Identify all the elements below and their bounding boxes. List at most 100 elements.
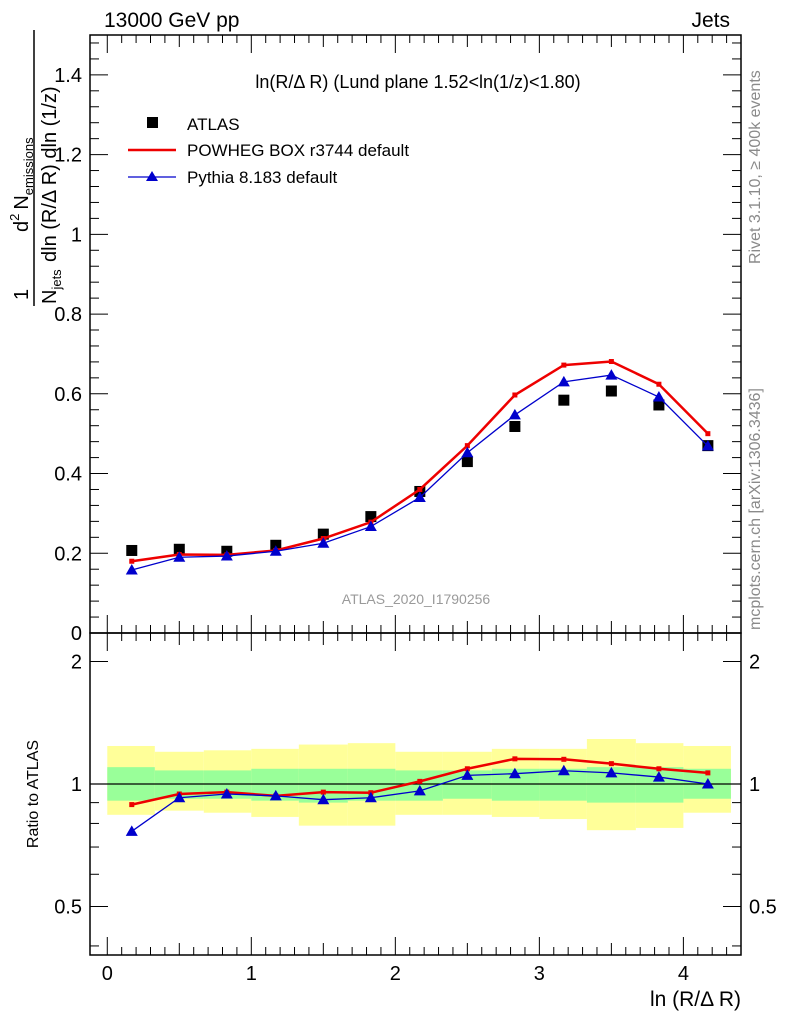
ratio-point-powheg-box-r3744-default bbox=[608, 761, 614, 767]
main-y-tick-label: 0.4 bbox=[54, 464, 82, 486]
ylabel-n: N bbox=[11, 195, 33, 209]
main-point-pythia-8-183-default bbox=[652, 390, 665, 402]
main-y-tick-label: 0.2 bbox=[54, 543, 82, 565]
ratio-point-powheg-box-r3744-default bbox=[129, 802, 135, 808]
ratio-point-pythia-8-183-default bbox=[652, 771, 665, 782]
main-point-atlas bbox=[605, 385, 617, 397]
main-point-atlas bbox=[126, 544, 138, 556]
ylabel-n-sub: emissions bbox=[21, 137, 36, 195]
main-point-powheg-box-r3744-default bbox=[464, 443, 470, 449]
main-x-ticks bbox=[106, 35, 728, 633]
ratio-y-tick-label: 2 bbox=[71, 652, 82, 674]
main-point-powheg-box-r3744-default bbox=[417, 486, 423, 492]
ylabel-denominator-sub: jets bbox=[49, 269, 64, 291]
ratio-y-axis-label: Ratio to ATLAS bbox=[25, 740, 42, 848]
main-point-powheg-box-r3744-default bbox=[512, 392, 518, 398]
main-panel: 0 0.2 0.4 0.6 0.8 1 1.2 1.4 ln(R/Δ R) (Lund pla… bbox=[7, 30, 742, 645]
x-tick-label: 3 bbox=[534, 963, 545, 985]
main-point-atlas bbox=[509, 420, 521, 432]
ratio-point-powheg-box-r3744-default bbox=[320, 789, 326, 795]
ratio-point-pythia-8-183-default bbox=[701, 777, 714, 789]
ratio-point-powheg-box-r3744-default bbox=[705, 770, 711, 776]
main-plot-area bbox=[125, 359, 714, 575]
ratio-point-pythia-8-183-default bbox=[364, 791, 377, 803]
main-point-atlas bbox=[365, 511, 377, 523]
ratio-x-ticks: 0 1 2 3 4 bbox=[102, 633, 728, 985]
main-y-tick-label: 0.6 bbox=[54, 384, 82, 406]
ylabel-d-sup: 2 bbox=[7, 214, 22, 221]
x-tick-label: 1 bbox=[246, 963, 257, 985]
main-point-powheg-box-r3744-default bbox=[561, 362, 567, 368]
main-point-pythia-8-183-default bbox=[364, 520, 377, 532]
ratio-y-tick-label: 1 bbox=[71, 774, 82, 796]
main-y-tick-label: 1 bbox=[71, 224, 82, 246]
plot-title: ln(R/Δ R) (Lund plane 1.52<ln(1/z)<1.80) bbox=[255, 72, 580, 92]
main-y-ticks: 0 0.2 0.4 0.6 0.8 1 1.2 1.4 bbox=[54, 42, 741, 645]
ratio-point-powheg-box-r3744-default bbox=[464, 766, 470, 772]
ratio-point-powheg-box-r3744-default bbox=[561, 756, 567, 762]
main-point-atlas bbox=[558, 394, 570, 406]
x-tick-label: 0 bbox=[102, 963, 113, 985]
main-point-atlas bbox=[173, 543, 185, 555]
ylabel-fraction-denominator: Njets bbox=[39, 269, 64, 304]
ratio-y-tick-label-right: 2 bbox=[749, 652, 760, 674]
ratio-point-pythia-8-183-default bbox=[557, 764, 570, 776]
mcplots-label: mcplots.cern.ch [arXiv:1306.3436] bbox=[747, 388, 764, 630]
analysis-watermark: ATLAS_2020_I1790256 bbox=[342, 591, 491, 607]
ratio-point-pythia-8-183-default bbox=[125, 825, 138, 836]
main-point-pythia-8-183-default bbox=[220, 550, 233, 561]
main-point-pythia-8-183-default bbox=[461, 446, 474, 458]
ylabel-fraction-numerator: 1 bbox=[11, 289, 33, 300]
main-y-tick-label: 0 bbox=[71, 623, 82, 645]
main-point-atlas bbox=[317, 528, 329, 540]
ratio-point-pythia-8-183-default bbox=[220, 787, 233, 799]
x-axis-label: ln (R/Δ R) bbox=[650, 988, 741, 1011]
main-point-powheg-box-r3744-default bbox=[705, 431, 711, 437]
main-point-pythia-8-183-default bbox=[605, 369, 618, 380]
ratio-frame bbox=[89, 632, 742, 956]
main-point-pythia-8-183-default bbox=[701, 440, 714, 451]
main-point-atlas bbox=[653, 399, 665, 411]
ratio-y-ticks: 0.5 0.5 1 1 2 2 bbox=[54, 652, 777, 947]
ylabel-variables: dln (R/Δ R) dln (1/z) bbox=[39, 86, 61, 262]
legend-pythia-label: Pythia 8.183 default bbox=[187, 168, 338, 187]
legend-atlas-marker bbox=[147, 117, 158, 128]
main-y-tick-label: 0.8 bbox=[54, 304, 82, 326]
ratio-y-tick-label-right: 1 bbox=[749, 774, 760, 796]
main-point-pythia-8-183-default bbox=[269, 545, 282, 556]
ratio-point-powheg-box-r3744-default bbox=[417, 778, 423, 784]
rivet-label: Rivet 3.1.10, ≥ 400k events bbox=[747, 70, 764, 264]
main-point-powheg-box-r3744-default bbox=[129, 558, 135, 564]
ratio-point-powheg-box-r3744-default bbox=[656, 766, 662, 772]
ratio-point-pythia-8-183-default bbox=[173, 791, 186, 803]
ratio-point-pythia-8-183-default bbox=[508, 767, 521, 779]
ratio-panel: 0 1 2 3 4 0.5 0.5 1 1 2 2 Ratio to ATLAS ln (R/Δ … bbox=[25, 632, 777, 1011]
main-line-pythia-8-183-default bbox=[131, 374, 709, 571]
legend-pythia-marker bbox=[146, 171, 158, 181]
main-line-powheg-box-r3744-default bbox=[131, 360, 709, 563]
main-point-pythia-8-183-default bbox=[125, 564, 138, 575]
ylabel-numerator: d2 Nemissions bbox=[7, 137, 36, 232]
ratio-point-pythia-8-183-default bbox=[461, 769, 474, 780]
main-point-powheg-box-r3744-default bbox=[656, 381, 662, 387]
ratio-y-tick-label: 0.5 bbox=[54, 896, 82, 918]
main-point-pythia-8-183-default bbox=[173, 551, 186, 562]
ratio-y-tick-label-right: 0.5 bbox=[749, 896, 777, 918]
ratio-point-pythia-8-183-default bbox=[317, 793, 330, 805]
main-point-pythia-8-183-default bbox=[413, 491, 426, 502]
ylabel-denominator-main: N bbox=[39, 290, 61, 304]
ylabel-d: d bbox=[11, 221, 33, 232]
main-point-atlas bbox=[461, 456, 473, 468]
ratio-plot-area bbox=[90, 738, 741, 836]
header-right: Jets bbox=[691, 9, 730, 32]
main-point-pythia-8-183-default bbox=[508, 408, 521, 420]
main-y-tick-label: 1.4 bbox=[54, 65, 82, 87]
ratio-point-powheg-box-r3744-default bbox=[512, 756, 518, 762]
legend: ATLAS POWHEG BOX r3744 default Pythia 8.… bbox=[128, 115, 409, 187]
main-point-pythia-8-183-default bbox=[557, 375, 570, 387]
header-left: 13000 GeV pp bbox=[104, 9, 239, 32]
x-tick-label: 4 bbox=[678, 963, 689, 985]
legend-powheg-label: POWHEG BOX r3744 default bbox=[187, 141, 409, 160]
ratio-point-pythia-8-183-default bbox=[413, 784, 426, 796]
